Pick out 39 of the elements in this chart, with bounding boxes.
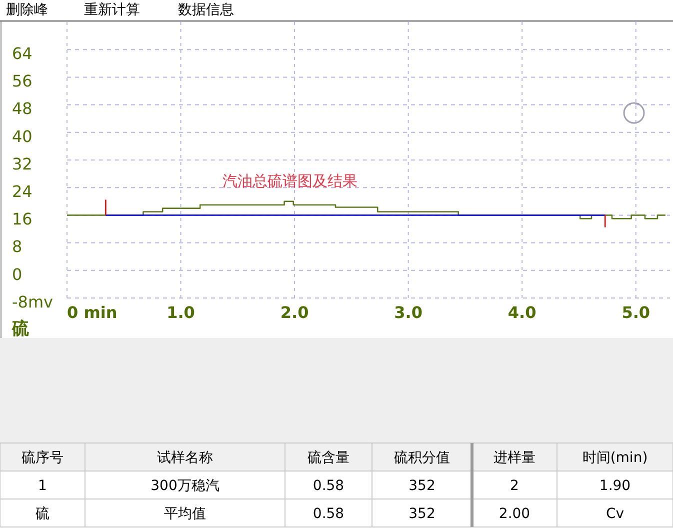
y-tick-label: 64 (12, 44, 32, 63)
text: 进样量 (494, 450, 536, 466)
text: 0.58 (312, 506, 344, 522)
text: 时间(min) (582, 450, 648, 466)
text: 0.58 (312, 478, 344, 494)
y-axis-title: 硫 (11, 319, 29, 339)
text: 汽油总硫谱图及结果 (222, 172, 358, 190)
text: 2.00 (498, 506, 530, 522)
x-tick-label: 2.0 (280, 303, 309, 322)
x-tick-label: 0 min (67, 303, 118, 322)
text: 硫积分值 (394, 450, 450, 466)
text: 300万稳汽 (150, 478, 220, 494)
text: 硫序号 (22, 450, 64, 466)
text: 平均值 (164, 506, 206, 522)
y-tick-label: 48 (12, 99, 32, 118)
text: 352 (408, 506, 436, 522)
y-tick-label: 0 (12, 264, 22, 284)
y-tick-label: 32 (12, 154, 32, 174)
y-tick-label: 40 (12, 126, 32, 146)
text: 硫含量 (308, 450, 350, 466)
y-tick-label: 8 (12, 237, 22, 256)
text: 试样名称 (157, 450, 213, 466)
y-tick-label: 56 (12, 72, 32, 91)
x-tick-label: 4.0 (508, 303, 536, 322)
x-tick-label: 5.0 (622, 303, 650, 322)
y-tick-label: 24 (12, 182, 32, 201)
text: 硫 (36, 506, 50, 522)
y-tick-label: 16 (12, 210, 32, 229)
y-tick-label: -8mv (12, 292, 54, 312)
text: 1.90 (599, 478, 631, 494)
x-tick-label: 3.0 (394, 303, 422, 322)
x-tick-label: 1.0 (166, 303, 195, 322)
text: 删除峰 (6, 2, 48, 18)
text: 数据信息 (178, 2, 234, 18)
text: 352 (408, 478, 436, 494)
text: Cv (606, 506, 624, 522)
text: 1 (38, 478, 47, 494)
text: 重新计算 (84, 2, 140, 18)
text: 2 (510, 478, 519, 494)
